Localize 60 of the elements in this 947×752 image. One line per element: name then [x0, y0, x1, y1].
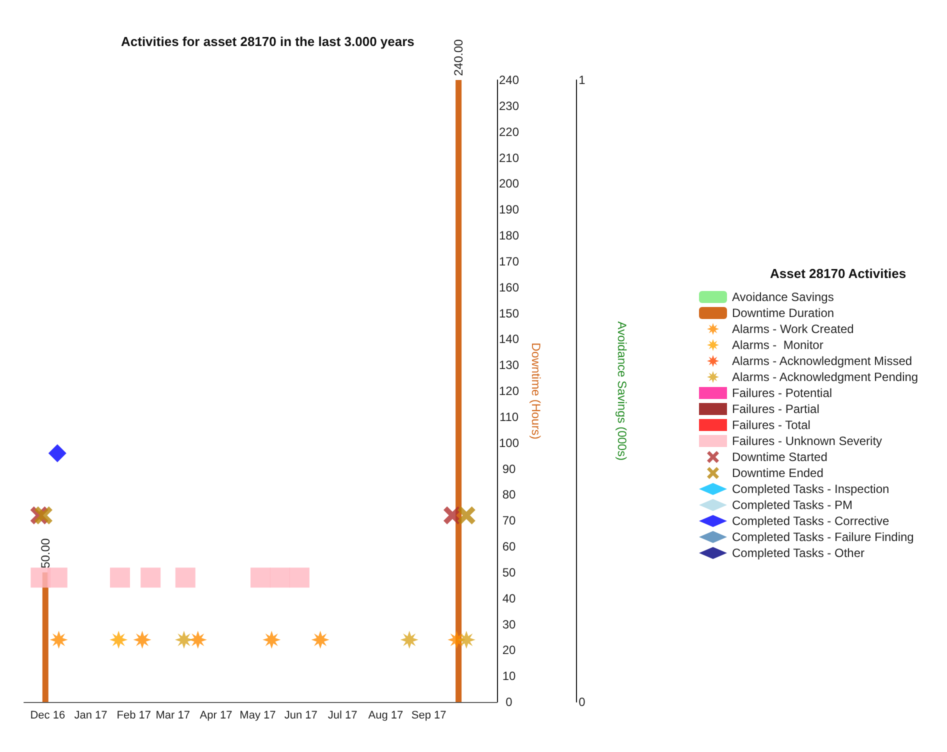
- legend-label: Alarms - Acknowledgment Missed: [732, 354, 912, 368]
- y2-tick-label: 1: [578, 73, 586, 87]
- y-tick-label: 30: [502, 617, 516, 632]
- legend-label: Alarms - Work Created: [732, 322, 854, 336]
- y-tick-label: 140: [498, 332, 520, 346]
- legend-label: Failures - Unknown Severity: [732, 434, 882, 448]
- legend-label: Failures - Partial: [732, 402, 820, 416]
- y-tick-label: 230: [498, 98, 520, 113]
- y-tick-label: 10: [502, 669, 516, 684]
- y-tick-label: 220: [498, 124, 520, 139]
- legend-label: Downtime Started: [732, 450, 828, 464]
- legend-label: Downtime Ended: [732, 466, 824, 480]
- y-tick-label: 0: [506, 695, 513, 709]
- x-tick-label: Sep 17: [411, 710, 446, 722]
- legend-label: Failures - Total: [732, 418, 810, 432]
- y-tick-label: 90: [502, 462, 516, 476]
- y-tick-label: 210: [498, 150, 520, 165]
- legend-label: Completed Tasks - PM: [732, 498, 852, 512]
- y-tick-label: 240: [498, 73, 520, 87]
- x-tick-label: Apr 17: [200, 710, 232, 722]
- x-tick-label: May 17: [240, 710, 276, 722]
- x-tick-label: Jul 17: [328, 710, 358, 722]
- y-tick-label: 150: [498, 306, 520, 320]
- y-tick-label: 20: [502, 643, 516, 658]
- chart-title: Activities for asset 28170 in the last 3.000 years: [121, 34, 414, 49]
- y2-tick-label: 0: [578, 695, 586, 709]
- y-tick-label: 120: [498, 384, 520, 398]
- x-tick-label: Jun 17: [284, 710, 318, 722]
- y-tick-label: 100: [498, 436, 520, 450]
- legend-label: Completed Tasks - Failure Finding: [732, 530, 914, 544]
- data-label: 50.00: [38, 538, 52, 568]
- y-tick-label: 170: [498, 254, 520, 268]
- legend-label: Downtime Duration: [732, 306, 834, 320]
- x-tick-label: Aug 17: [368, 710, 404, 722]
- x-tick-label: Mar 17: [156, 710, 190, 722]
- legend-label: Avoidance Savings: [732, 290, 834, 304]
- legend-label: Completed Tasks - Corrective: [732, 514, 890, 528]
- y-tick-label: 200: [498, 176, 520, 191]
- y-tick-label: 160: [498, 280, 520, 294]
- y-axis-title: Downtime (Hours): [528, 342, 543, 440]
- legend-label: Alarms - Acknowledgment Pending: [732, 370, 918, 384]
- legend-label: Completed Tasks - Inspection: [732, 482, 890, 496]
- y-tick-label: 190: [498, 202, 520, 217]
- data-label: 240.00: [452, 38, 466, 76]
- y-tick-label: 60: [502, 540, 516, 554]
- y-tick-label: 130: [498, 358, 520, 372]
- y-tick-label: 40: [502, 591, 516, 606]
- y-tick-label: 80: [502, 488, 516, 502]
- y-tick-label: 50: [502, 565, 516, 580]
- legend-label: Alarms - Monitor: [732, 338, 824, 352]
- y2-axis-title: Avoidance Savings (000s): [615, 321, 629, 461]
- x-tick-label: Jan 17: [74, 710, 108, 722]
- x-tick-label: Feb 17: [116, 710, 152, 722]
- legend-label: Failures - Potential: [732, 386, 832, 400]
- x-tick-label: Dec 16: [30, 710, 66, 722]
- legend-title: Asset 28170 Activities: [770, 266, 906, 281]
- y-tick-label: 110: [499, 410, 519, 424]
- y-tick-label: 180: [498, 228, 520, 242]
- legend-label: Completed Tasks - Other: [732, 546, 864, 560]
- y-tick-label: 70: [502, 514, 516, 528]
